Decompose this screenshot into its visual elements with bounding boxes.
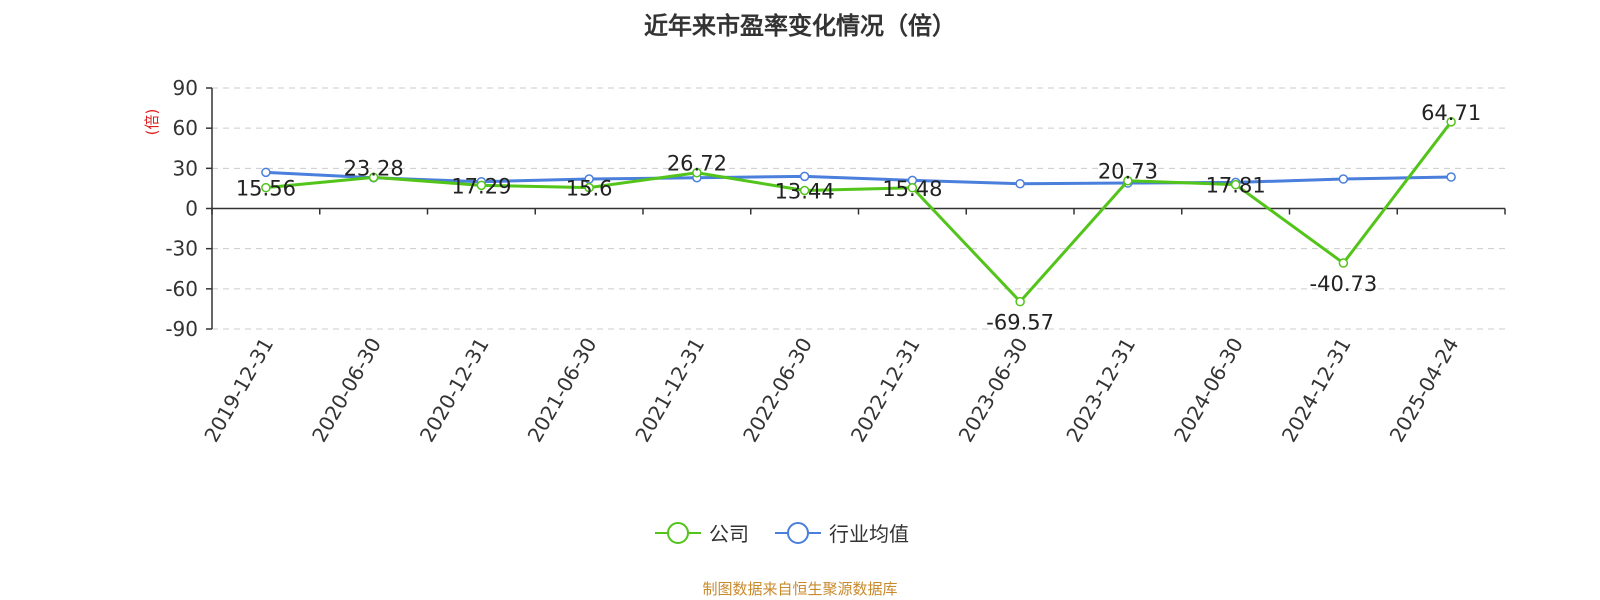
y-tick-label: 0	[185, 197, 198, 221]
data-label-company: 23.28	[344, 156, 404, 180]
series	[261, 117, 1456, 307]
y-tick-label: 30	[173, 156, 198, 180]
y-tick-label: 60	[173, 116, 198, 140]
legend-item-company[interactable]: 公司	[655, 518, 749, 547]
data-label-company: 15.48	[882, 177, 942, 201]
x-tick-label: 2022-06-30	[738, 334, 817, 447]
legend-company-icon	[655, 521, 701, 544]
data-point-industry	[261, 167, 271, 178]
x-tick-label: 2021-12-31	[630, 334, 709, 447]
data-label-company: -69.57	[986, 311, 1054, 335]
data-point-company	[799, 185, 810, 196]
data-label-company: 17.29	[451, 174, 511, 198]
x-tick-label: 2020-06-30	[307, 334, 386, 447]
data-point-company	[907, 183, 918, 193]
data-point-company	[261, 182, 271, 193]
data-point-company	[1123, 175, 1133, 186]
data-point-company	[692, 167, 702, 178]
data-point-company	[368, 172, 379, 183]
legend-item-industry[interactable]: 行业均值	[775, 518, 909, 547]
data-label-company: 20.73	[1098, 160, 1158, 184]
data-label-company: 13.44	[775, 180, 835, 204]
data-label-company: 17.81	[1206, 174, 1266, 198]
data-label-company: 26.72	[667, 152, 727, 176]
x-tick-label: 2023-06-30	[954, 334, 1033, 447]
data-label-company: 64.71	[1421, 101, 1481, 125]
data-point-company	[1230, 179, 1241, 190]
y-axis-title: (倍)	[143, 109, 161, 136]
data-labels: 15.56 23.28 17.29 15.6 26.72 13.44 15.48 -69.57…	[236, 101, 1481, 335]
chart-title: 近年来市盈率变化情况（倍）	[644, 12, 956, 40]
data-point-industry	[799, 171, 810, 182]
data-label-company: 15.56	[236, 177, 296, 201]
data-point-company	[1015, 296, 1025, 307]
y-tick-label: -90	[165, 317, 198, 341]
data-point-company	[584, 182, 594, 193]
data-point-industry	[1015, 178, 1025, 189]
x-tick-label: 2022-12-31	[846, 334, 925, 447]
series-line-company	[265, 120, 1453, 304]
x-tick-label: 2021-06-30	[523, 334, 602, 447]
series-line-industry	[265, 170, 1452, 186]
legend: 公司 行业均值	[655, 518, 935, 547]
legend-industry-icon	[775, 521, 821, 544]
data-point-company	[1338, 258, 1349, 268]
y-tick-label: -60	[165, 277, 198, 301]
source-note: 制图数据来自恒生聚源数据库	[702, 580, 898, 598]
x-tick-label: 2025-04-24	[1385, 334, 1464, 447]
legend-label-company: 公司	[709, 522, 749, 546]
x-tick-label: 2024-06-30	[1169, 334, 1248, 447]
y-tick-label: 90	[173, 76, 198, 100]
data-point-industry	[1446, 172, 1456, 182]
data-point-company	[476, 180, 487, 191]
legend-label-industry: 行业均值	[829, 522, 909, 546]
x-tick-label: 2024-12-31	[1277, 334, 1356, 447]
x-tick-label: 2023-12-31	[1061, 334, 1140, 447]
x-tick-label: 2020-12-31	[415, 334, 494, 447]
data-point-industry	[1338, 174, 1349, 184]
data-label-company: 15.6	[566, 177, 613, 201]
y-tick-label: -30	[165, 237, 198, 261]
axes: 90 60 30 0 -30 -60 -90 (倍) 2019-12-31 2020-06-30 2…	[143, 76, 1506, 447]
data-label-company: -40.73	[1310, 272, 1378, 296]
data-point-company	[1446, 117, 1456, 127]
x-tick-label: 2019-12-31	[199, 334, 278, 447]
